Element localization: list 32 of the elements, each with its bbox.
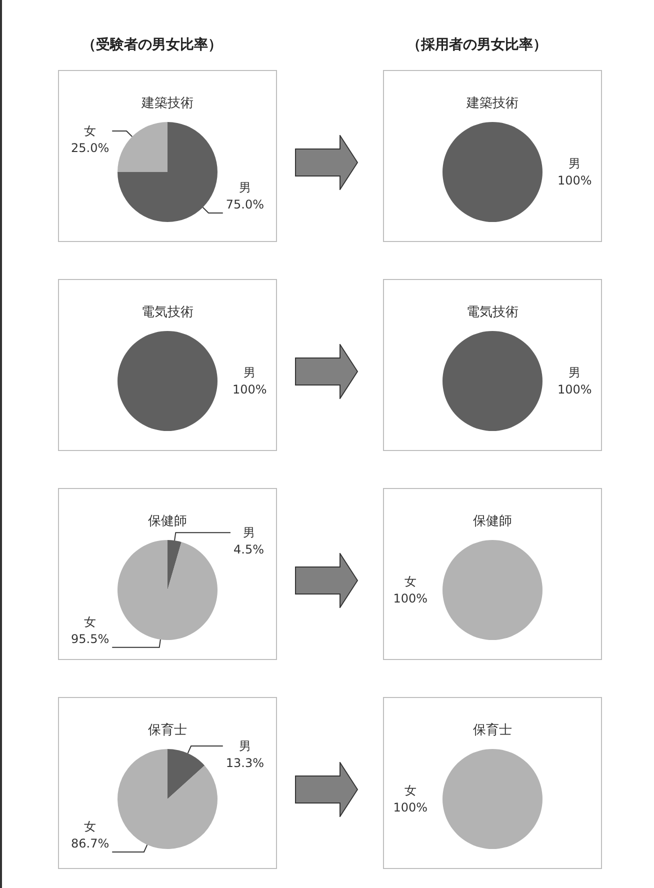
- chart-title: 電気技術: [142, 305, 194, 320]
- slice-label: 女: [84, 820, 96, 834]
- slice-label: 男: [238, 738, 251, 753]
- slice-label: 女: [84, 614, 96, 629]
- slice-label: 女: [404, 574, 416, 588]
- text: （採用者の男女比率）: [407, 36, 547, 54]
- data-label: 95.5%: [71, 632, 110, 646]
- chart-title: 保育士: [473, 722, 512, 738]
- data-label: 75.0%: [226, 198, 264, 212]
- slice-label: 男: [568, 156, 581, 170]
- data-label: 4.5%: [234, 542, 264, 557]
- data-label: 100%: [557, 382, 592, 396]
- slice-label: 男: [568, 366, 581, 380]
- slice-label: 女: [404, 784, 416, 798]
- chart-title: 建築技術: [466, 96, 518, 111]
- data-label: 86.7%: [71, 836, 110, 851]
- data-label: 100%: [557, 174, 592, 188]
- data-label: 100%: [393, 800, 428, 814]
- data-label: 100%: [232, 382, 267, 396]
- slice-label: 男: [242, 526, 255, 540]
- chart-title: 保健師: [148, 514, 187, 529]
- data-label: 25.0%: [71, 140, 110, 155]
- data-label: 100%: [393, 592, 428, 606]
- chart-title: 保育士: [148, 722, 187, 738]
- slice-label: 男: [238, 180, 251, 195]
- chart-title: 電気技術: [466, 305, 518, 320]
- slice-label: 女: [84, 124, 96, 138]
- chart-title: 建築技術: [140, 96, 194, 111]
- data-label: 13.3%: [226, 756, 264, 770]
- chart-title: 保健師: [473, 514, 512, 529]
- text: （受験者の男女比率）: [82, 36, 222, 54]
- slice-label: 男: [244, 366, 256, 380]
